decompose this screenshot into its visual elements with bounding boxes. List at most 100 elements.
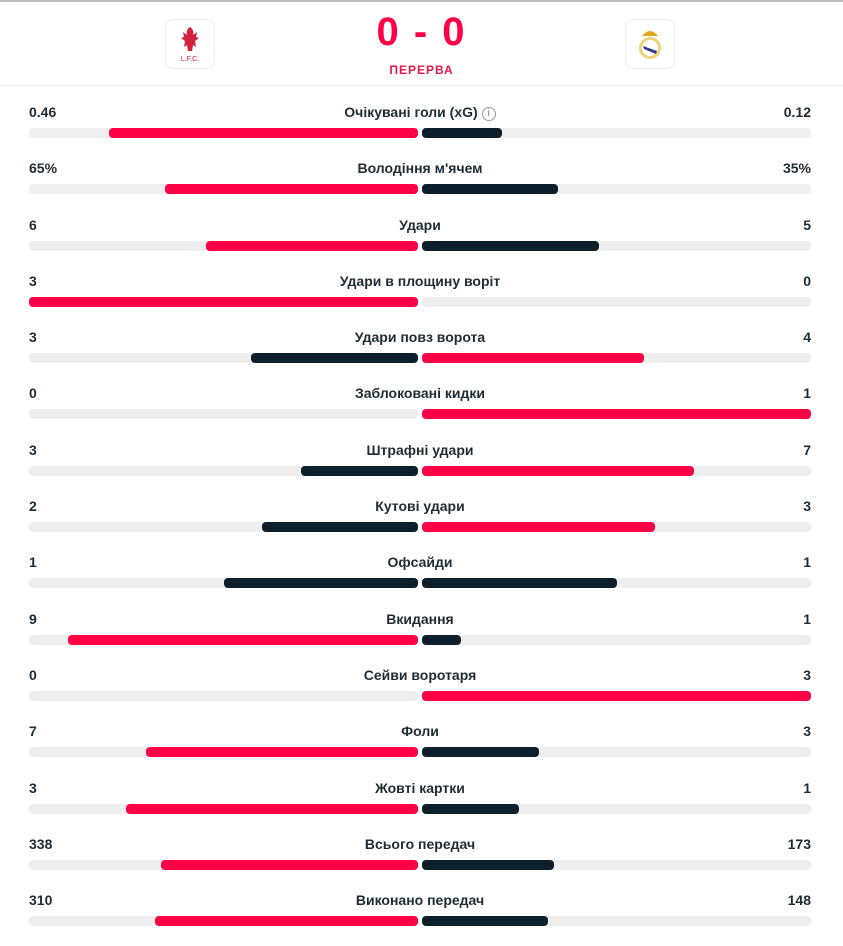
- home-value: 2: [29, 498, 37, 515]
- score: 0 - 0: [376, 10, 467, 54]
- stat-label-text: Удари повз ворота: [354, 329, 486, 346]
- home-bar-track: [29, 747, 418, 758]
- away-bar: [422, 690, 811, 701]
- home-bar-track: [29, 522, 418, 533]
- away-bar-track: [422, 296, 811, 307]
- home-bar-track: [29, 240, 418, 251]
- away-bar-track: [422, 747, 811, 758]
- stat-label-text: Сейви воротаря: [363, 666, 477, 683]
- away-value: 1: [803, 554, 811, 571]
- home-bar: [29, 296, 418, 307]
- away-bar: [422, 409, 811, 420]
- stat-label: Фоли: [29, 723, 811, 739]
- stat-row: 7 Фоли 3: [29, 721, 811, 777]
- home-bar-track: [29, 465, 418, 476]
- stat-label-text: Всього передач: [364, 835, 476, 852]
- home-bar-track: [29, 803, 418, 814]
- away-value: 3: [803, 666, 811, 683]
- stat-row: 1 Офсайди 1: [29, 552, 811, 608]
- home-value: 0: [29, 666, 37, 683]
- home-bar: [251, 353, 418, 364]
- away-bar-track: [422, 240, 811, 251]
- stat-label: Удари: [29, 217, 811, 233]
- stat-label-text: Заблоковані кидки: [354, 385, 486, 402]
- away-bar: [422, 522, 656, 533]
- stat-row: 310 Виконано передач 148: [29, 890, 811, 946]
- info-icon[interactable]: i: [481, 107, 496, 121]
- away-value: 0.12: [783, 104, 811, 120]
- home-value: 338: [29, 835, 53, 852]
- away-value: 0: [803, 272, 811, 289]
- stat-row: 3 Удари повз ворота 4: [29, 327, 811, 383]
- home-bar: [205, 240, 418, 251]
- stat-label: Виконано передач: [29, 892, 811, 908]
- stat-row: 0.46 Очікувані голи (xG) i 0.12: [29, 102, 811, 158]
- away-bar-track: [422, 184, 811, 195]
- away-bar: [422, 353, 645, 364]
- stat-label-text: Володіння м'ячем: [357, 160, 483, 177]
- stat-label-text: Виконано передач: [355, 892, 485, 909]
- home-value: 6: [29, 216, 37, 233]
- home-bar-track: [29, 353, 418, 364]
- stat-row: 338 Всього передач 173: [29, 834, 811, 890]
- home-bar: [301, 465, 418, 476]
- stat-row: 3 Удари в площину воріт 0: [29, 271, 811, 327]
- home-bar-track: [29, 859, 418, 870]
- away-value: 35%: [782, 160, 811, 177]
- home-bar: [67, 634, 418, 645]
- stat-label-text: Вкидання: [386, 610, 454, 627]
- stat-row: 9 Вкидання 1: [29, 609, 811, 665]
- away-value: 3: [803, 723, 811, 740]
- away-value: 7: [803, 441, 811, 458]
- home-bar-track: [29, 184, 418, 195]
- away-bar: [422, 634, 461, 645]
- stat-label: Заблоковані кидки: [29, 385, 811, 401]
- home-bar: [109, 128, 418, 138]
- away-bar: [422, 747, 539, 758]
- home-value: 3: [29, 779, 37, 796]
- home-value: 0: [29, 385, 37, 402]
- stat-row: 65% Володіння м'ячем 35%: [29, 158, 811, 214]
- away-team-logo[interactable]: [625, 19, 675, 69]
- home-value: 9: [29, 610, 37, 627]
- away-bar: [422, 128, 503, 138]
- away-value: 3: [803, 498, 811, 515]
- home-bar-track: [29, 634, 418, 645]
- home-value: 310: [29, 892, 53, 909]
- stat-label: Вкидання: [29, 611, 811, 627]
- stat-label: Удари повз ворота: [29, 329, 811, 345]
- away-bar: [422, 240, 599, 251]
- away-bar-track: [422, 409, 811, 420]
- stat-label-text: Штрафні удари: [366, 441, 474, 458]
- stat-label-text: Очікувані голи (xG): [344, 104, 478, 120]
- home-value: 1: [29, 554, 37, 571]
- home-bar-track: [29, 690, 418, 701]
- real-madrid-crest-icon: [639, 31, 661, 59]
- away-bar-track: [422, 916, 811, 927]
- away-bar: [422, 465, 695, 476]
- away-bar-track: [422, 128, 811, 138]
- stat-label-text: Кутові удари: [375, 498, 465, 515]
- away-bar: [422, 916, 548, 927]
- home-bar: [145, 747, 418, 758]
- stat-label: Кутові удари: [29, 498, 811, 514]
- stat-label: Офсайди: [29, 554, 811, 570]
- home-value: 3: [29, 329, 37, 346]
- away-bar-track: [422, 578, 811, 589]
- home-bar-track: [29, 578, 418, 589]
- stat-label-text: Удари: [399, 216, 441, 233]
- away-value: 1: [803, 779, 811, 796]
- away-bar-track: [422, 859, 811, 870]
- away-bar-track: [422, 465, 811, 476]
- home-bar-track: [29, 916, 418, 927]
- stat-row: 3 Жовті картки 1: [29, 778, 811, 834]
- stat-label-text: Удари в площину воріт: [339, 272, 501, 289]
- away-bar: [422, 578, 617, 589]
- away-bar-track: [422, 634, 811, 645]
- stat-label: Штрафні удари: [29, 442, 811, 458]
- match-status: ПЕРЕРВА: [389, 63, 454, 77]
- stat-row: 2 Кутові удари 3: [29, 496, 811, 552]
- away-value: 5: [803, 216, 811, 233]
- home-team-logo[interactable]: L.F.C.: [165, 19, 215, 69]
- away-bar-track: [422, 803, 811, 814]
